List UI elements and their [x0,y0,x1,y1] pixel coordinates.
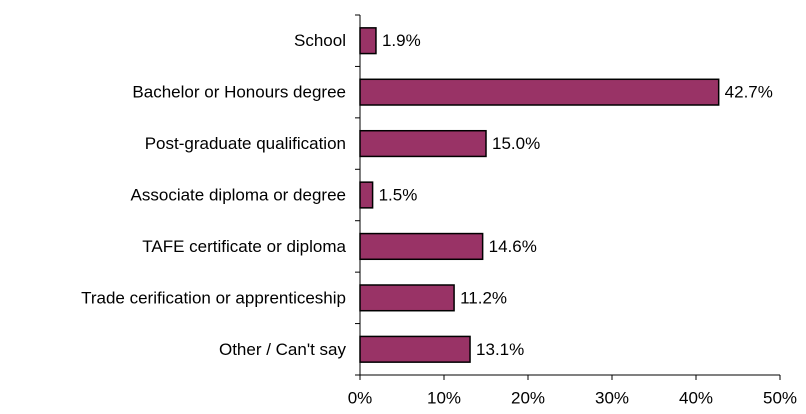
data-label: 13.1% [476,340,524,359]
x-tick-label: 20% [511,388,545,407]
bar [359,78,720,106]
data-label: 1.9% [382,31,421,50]
x-tick-label: 40% [679,388,713,407]
y-tick-label: Bachelor or Honours degree [132,83,346,102]
data-label: 15.0% [492,134,540,153]
x-tick-label: 30% [595,388,629,407]
y-tick-label: Post-graduate qualification [145,134,346,153]
bar [359,27,377,55]
y-tick-label: School [294,31,346,50]
bar [359,284,455,312]
data-label: 1.5% [379,185,418,204]
bar [359,232,484,261]
x-tick-label: 50% [763,388,797,407]
y-tick-label: Other / Can't say [219,340,347,359]
bar [359,129,487,158]
x-tick-label: 10% [427,388,461,407]
y-tick-label: TAFE certificate or diploma [142,237,346,256]
bar [359,335,471,363]
y-tick-label: Associate diploma or degree [131,185,346,204]
data-label: 42.7% [725,83,773,102]
data-label: 14.6% [489,237,537,256]
x-tick-label: 0% [348,388,373,407]
data-label: 11.2% [460,288,507,307]
y-tick-label: Trade cerification or apprenticeship [81,288,346,307]
bar [359,181,374,209]
